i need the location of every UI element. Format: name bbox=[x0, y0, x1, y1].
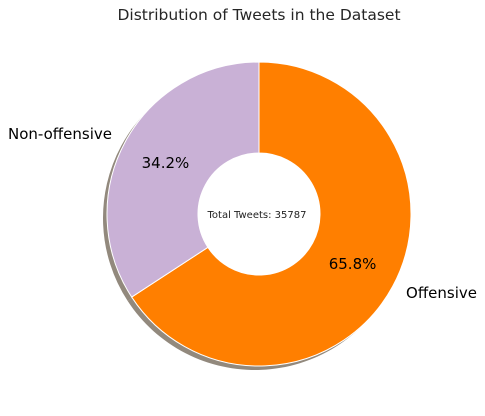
slice-label-non-offensive: Non-offensive bbox=[8, 125, 112, 143]
slice-label-offensive: Offensive bbox=[406, 284, 477, 302]
pct-label-non-offensive: 34.2% bbox=[142, 154, 190, 172]
pct-label-offensive: 65.8% bbox=[329, 255, 377, 273]
slice-labels: Offensive 65.8% Non-offensive 34.2% bbox=[8, 125, 477, 302]
center-total-label: Total Tweets: 35787 bbox=[207, 210, 307, 221]
donut-hole bbox=[198, 153, 320, 275]
chart-title: Distribution of Tweets in the Dataset bbox=[117, 6, 400, 24]
